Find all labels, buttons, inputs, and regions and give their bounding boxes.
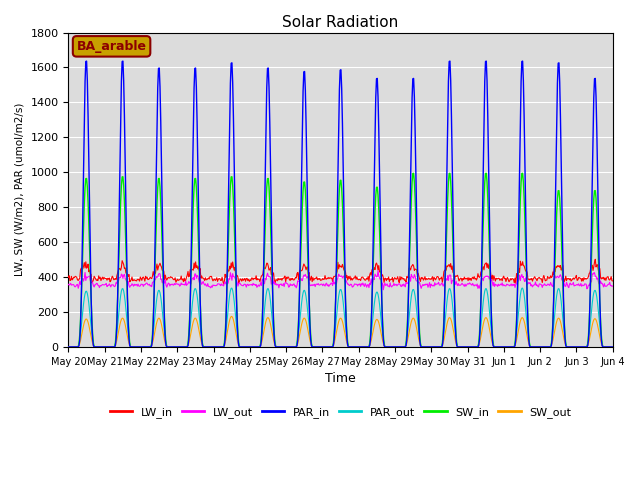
SW_in (407, 218, 415, 224)
LW_out (131, 281, 138, 287)
LW_in (408, 264, 415, 269)
PAR_out (408, 293, 415, 299)
PAR_out (186, 331, 193, 336)
LW_in (220, 281, 227, 287)
Line: LW_in: LW_in (68, 259, 612, 284)
LW_out (380, 287, 387, 293)
Line: LW_out: LW_out (68, 271, 612, 290)
LW_out (74, 285, 82, 291)
PAR_in (186, 297, 194, 303)
Line: PAR_out: PAR_out (68, 288, 612, 347)
LW_in (214, 276, 222, 282)
PAR_out (609, 344, 616, 350)
LW_out (186, 280, 193, 286)
PAR_in (74, 344, 82, 350)
Line: PAR_in: PAR_in (68, 61, 612, 347)
SW_out (228, 313, 236, 319)
PAR_in (215, 344, 223, 350)
SW_in (186, 317, 193, 323)
SW_in (214, 344, 222, 350)
LW_in (131, 277, 138, 283)
PAR_out (65, 344, 72, 350)
Y-axis label: LW, SW (W/m2), PAR (umol/m2/s): LW, SW (W/m2), PAR (umol/m2/s) (15, 103, 25, 276)
SW_out (408, 319, 415, 324)
SW_out (74, 344, 82, 349)
X-axis label: Time: Time (325, 372, 356, 385)
SW_out (214, 344, 222, 350)
PAR_in (424, 344, 431, 350)
Title: Solar Radiation: Solar Radiation (282, 15, 399, 30)
LW_out (609, 283, 616, 289)
Legend: LW_in, LW_out, PAR_in, PAR_out, SW_in, SW_out: LW_in, LW_out, PAR_in, PAR_out, SW_in, S… (105, 403, 576, 422)
PAR_in (131, 344, 139, 350)
SW_out (186, 337, 193, 343)
PAR_in (83, 58, 90, 64)
PAR_out (74, 344, 82, 349)
PAR_out (131, 344, 138, 350)
PAR_in (65, 344, 72, 350)
SW_in (74, 344, 82, 349)
SW_in (424, 344, 431, 350)
PAR_in (408, 129, 415, 135)
Text: BA_arable: BA_arable (77, 40, 147, 53)
Line: SW_in: SW_in (68, 173, 612, 347)
LW_in (65, 275, 72, 280)
SW_out (424, 344, 431, 350)
SW_out (65, 344, 72, 350)
LW_in (591, 256, 599, 262)
PAR_in (609, 344, 616, 350)
LW_out (214, 281, 222, 287)
LW_out (424, 284, 432, 290)
SW_in (410, 170, 417, 176)
SW_out (609, 344, 616, 350)
SW_out (131, 344, 138, 350)
LW_out (65, 281, 72, 287)
SW_in (65, 344, 72, 350)
Line: SW_out: SW_out (68, 316, 612, 347)
LW_out (374, 268, 382, 274)
LW_in (424, 276, 431, 282)
SW_in (609, 344, 616, 350)
LW_in (74, 277, 82, 283)
SW_in (131, 344, 138, 350)
LW_in (186, 272, 193, 278)
PAR_out (228, 285, 236, 291)
PAR_out (424, 344, 431, 350)
LW_in (609, 278, 616, 284)
PAR_out (214, 344, 222, 350)
LW_out (408, 274, 416, 279)
